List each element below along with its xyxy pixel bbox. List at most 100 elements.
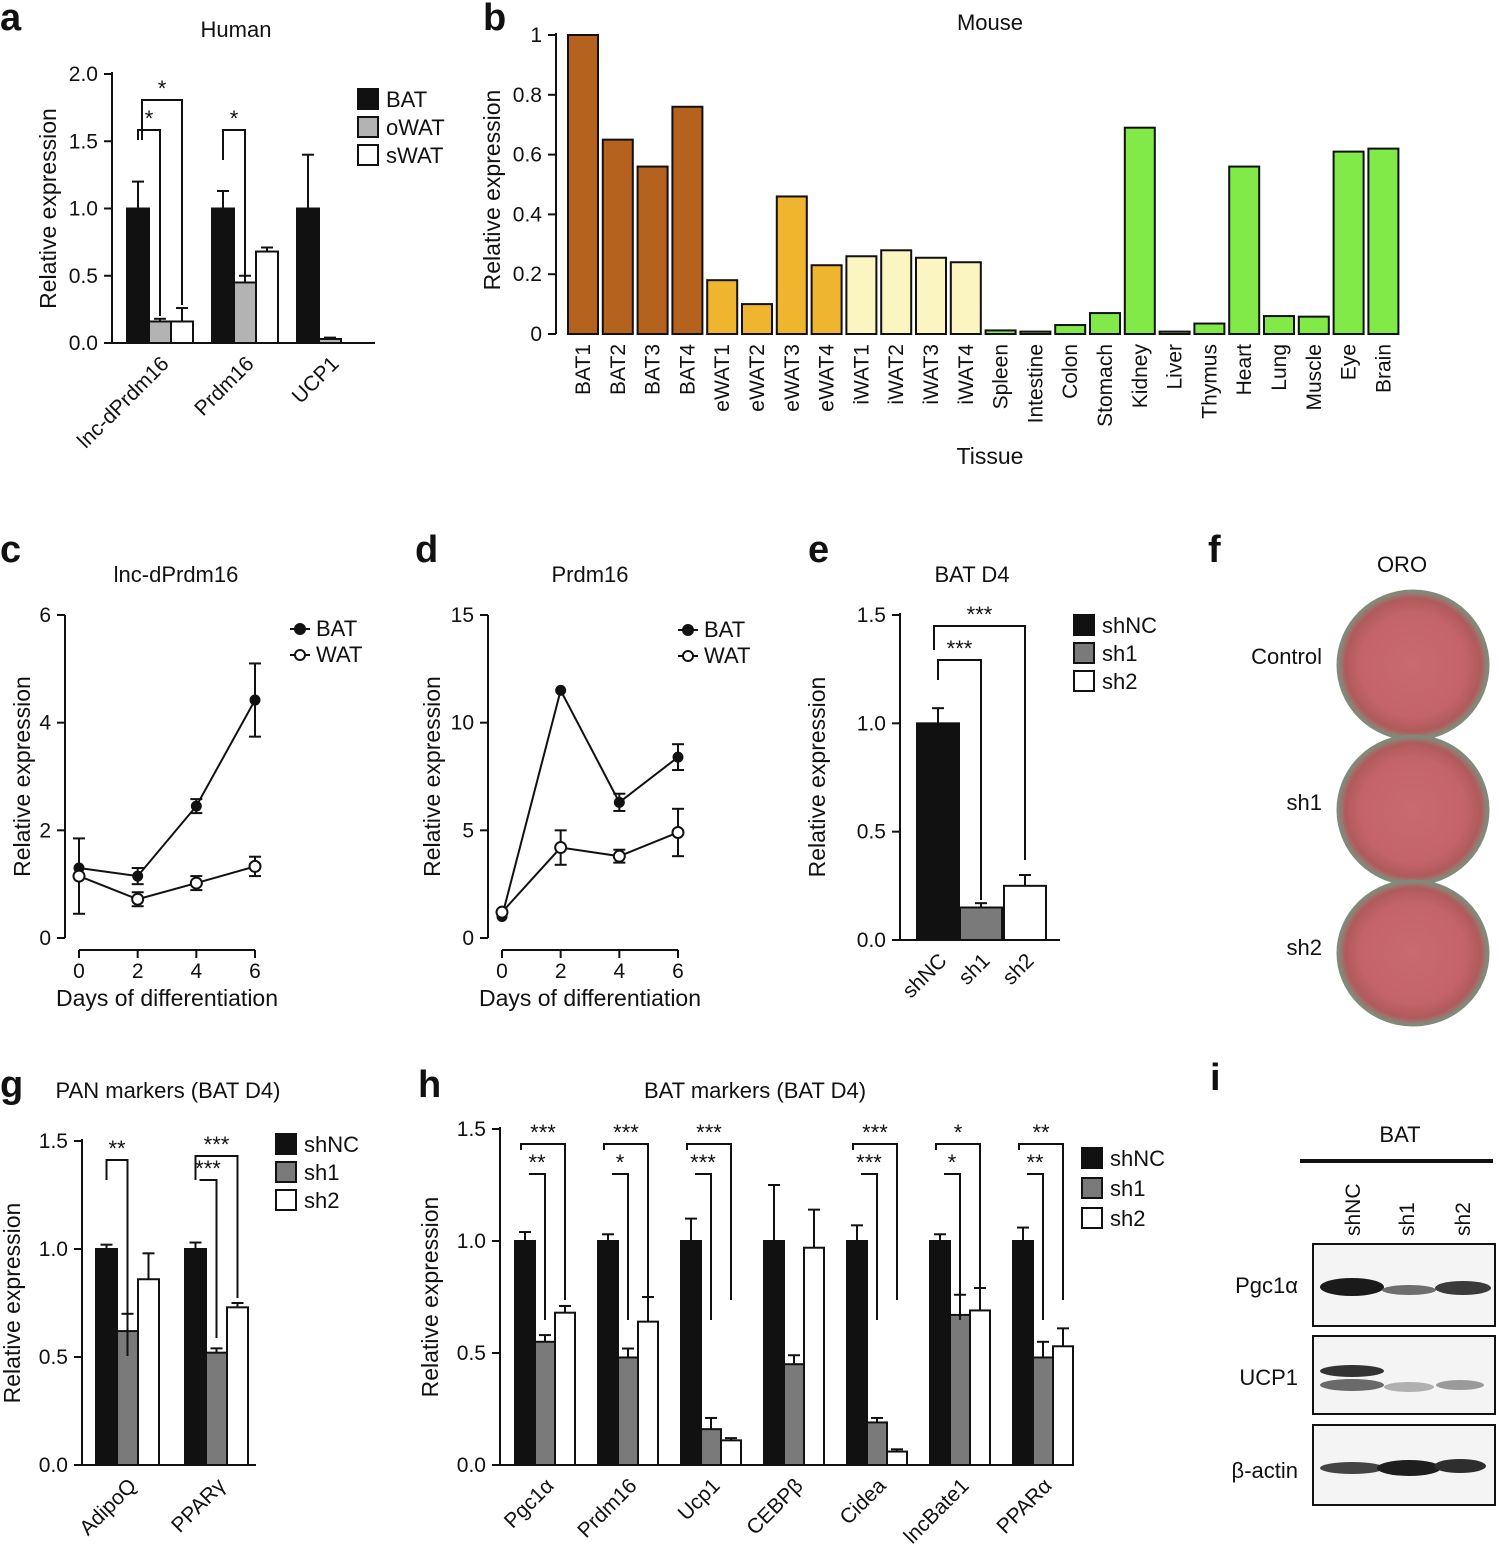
h-legend-label: shNC [1110,1146,1165,1171]
h-x-tick-label: Pgc1α [500,1474,559,1533]
d-y-tick-label: 0 [462,927,474,950]
b-bar [741,303,773,336]
b-x-tick-label: BAT2 [607,344,630,395]
b-y-tick-label: 0.2 [513,263,542,286]
chart-a: Human 0.0 0.5 1.0 1.5 2.0 Relative expression l… [35,17,445,453]
h-bar [514,1240,536,1466]
band-pgc1a-sh1 [1382,1285,1436,1295]
h-sig-label: * [616,1150,625,1175]
b-bar [880,249,913,335]
a-title: Human [201,17,272,42]
g-y-tick-label: 1.0 [39,1238,68,1261]
b-y-tick-label: 0.8 [513,84,542,107]
h-bar [720,1439,742,1466]
panel-label-e: e [808,529,829,571]
d-legend-label: WAT [704,643,750,668]
d-y-tick-label: 5 [462,819,474,842]
oro-dish-sh2 [1336,879,1490,1027]
g-legend-swatch [275,1189,297,1211]
h-legend-label: sh1 [1110,1176,1145,1201]
g-bar [137,1278,160,1466]
c-y-tick-label: 2 [39,819,51,842]
b-x-tick-label: Kidney [1129,344,1152,409]
a-sig-bracket [222,129,246,275]
c-point [189,876,203,890]
h-bar [1032,1356,1054,1466]
d-x-tick-label: 6 [672,960,684,983]
b-x-tick-label: Liver [1164,344,1187,390]
band-pgc1a-sh2 [1435,1281,1491,1295]
g-sig-label: ** [108,1136,126,1161]
c-point [132,870,144,882]
a-bar [211,207,235,344]
g-bar [205,1351,228,1467]
e-y-tick-label: 0.0 [857,929,886,952]
h-sig-bracket [529,1173,546,1320]
e-legend-swatch [1073,670,1095,692]
e-sig-label: *** [967,602,993,627]
e-bar [959,906,1003,941]
h-sig-bracket [686,1143,732,1300]
g-bar [95,1248,118,1466]
chart-g: PAN markers (BAT D4) 0.0 0.5 1.0 1.5 Relative… [0,1078,359,1540]
a-y-tick-label: 2.0 [69,63,98,86]
g-y-tick-label: 1.5 [39,1130,68,1153]
e-x-tick-label: shNC [898,949,951,1002]
blot-lane-sh2: sh2 [1452,1202,1475,1236]
band-ucp1-shnc-upper [1320,1365,1384,1377]
e-legend-swatch [1073,614,1095,636]
a-x-tick-label: Prdm16 [190,352,258,420]
h-x-tick-label: lncBate1 [899,1474,973,1544]
b-x-tick-label: Spleen [990,344,1013,409]
b-bar [1019,330,1052,336]
b-bar [915,256,947,336]
b-x-tick-label: Intestine [1024,344,1047,423]
b-bar [1263,315,1295,335]
b-bar [601,138,634,335]
h-legend-swatch [1081,1177,1103,1199]
e-y-tick-label: 1.0 [857,712,886,735]
g-y-tick-label: 0.5 [39,1346,68,1369]
h-sig-bracket [695,1173,712,1320]
g-y-tick-label: 0.0 [39,1454,68,1477]
h-sig-bracket [612,1173,629,1320]
h-sig-bracket [944,1173,961,1320]
b-x-tick-label: Thymus [1198,344,1221,419]
c-point [131,892,145,906]
g-legend-swatch [275,1161,297,1183]
a-bar [148,320,172,345]
b-y-tick-label: 1 [530,24,542,47]
oro-title: ORO [1377,552,1427,577]
a-y-tick-label: 1.5 [69,130,98,153]
e-title: BAT D4 [935,562,1010,587]
oro-dish-sh1 [1336,734,1490,886]
a-sig-bracket [141,99,183,305]
a-x-tick-label: UCP1 [288,352,344,408]
d-x-axis-label: Days of differentiation [479,985,701,1011]
a-legend-swatch [357,116,379,138]
panel-label-d: d [415,529,438,571]
h-bar [969,1309,991,1466]
b-x-tick-label: eWAT2 [746,344,769,412]
blot-label-bactin: β-actin [1232,1458,1298,1483]
a-legend-label: sWAT [386,143,443,168]
b-x-tick-label: iWAT4 [955,344,978,405]
a-sig-label: * [145,106,154,131]
h-x-tick-label: PPARα [992,1474,1056,1538]
b-x-tick-label: BAT4 [676,344,699,395]
panel-label-c: c [0,529,21,571]
e-legend-swatch [1073,642,1095,664]
b-x-tick-label: Brain [1372,344,1395,393]
band-bactin-sh2 [1434,1459,1486,1473]
panel-label-i: i [1210,1057,1221,1099]
oro-row-sh2: sh2 [1287,935,1322,960]
h-bar [783,1363,805,1466]
c-y-axis-label: Relative expression [9,676,35,877]
b-bar [1332,150,1365,335]
h-bar [763,1240,785,1466]
d-point [555,684,567,696]
h-bar [1052,1345,1074,1467]
b-bar [1089,312,1121,336]
panel-label-g: g [0,1064,23,1106]
